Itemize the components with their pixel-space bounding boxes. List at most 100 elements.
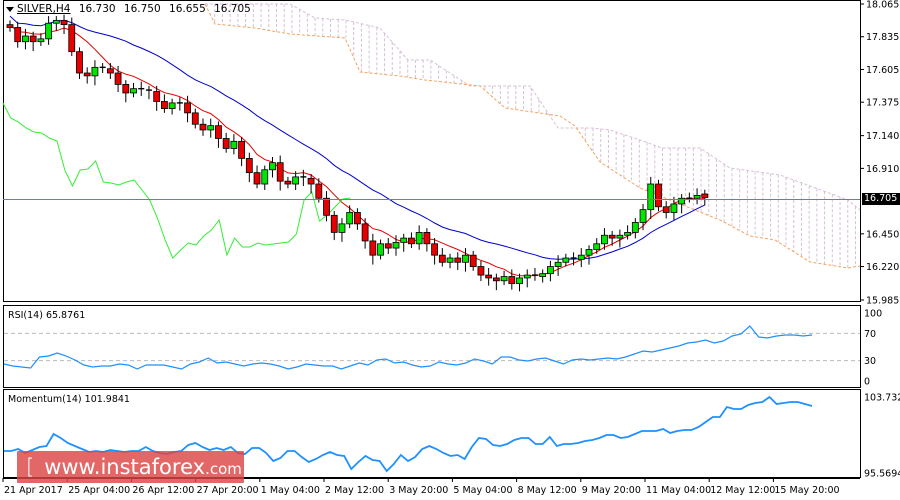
candle [678,193,686,214]
candle [438,248,446,267]
chikou-line [2,102,351,259]
symbol-label[interactable]: SILVER,H4 [17,3,71,15]
candle [400,233,408,252]
momentum-tick-label: 95.5694 [864,469,900,480]
price-tick-label: 16.220 [866,262,899,273]
time-tick-label: 15 May 20:00 [774,485,839,496]
candle [91,60,99,86]
main-panel-frame [3,0,861,302]
candle [585,245,593,265]
time-tick-label: 25 Apr 04:00 [68,485,130,496]
symbol-dropdown-icon[interactable] [6,7,14,12]
candle [145,85,152,100]
candle [330,211,338,241]
current-price-tag: 16.705 [862,193,900,205]
candle [392,235,400,256]
price-tick-label: 16.450 [866,229,899,240]
candle [261,165,269,190]
rsi-panel-frame [3,305,861,388]
rsi-tick-label: 70 [864,329,876,340]
candle [346,205,354,229]
candle [52,16,60,31]
ichimoku-cloud [204,3,861,269]
candle [601,228,608,250]
rsi-tick-label: 100 [864,309,882,320]
candle [554,255,562,276]
momentum-tick-label: 103.7321 [864,393,900,404]
candle [106,63,114,79]
candle [60,14,68,35]
candle [408,232,415,249]
momentum-panel-frame [3,389,861,478]
candle [492,273,500,291]
high-value: 16.750 [123,3,161,15]
senkou-span-b [205,3,861,211]
candle [253,165,261,189]
time-tick-label: 3 May 20:00 [389,485,448,496]
candle [99,63,106,74]
price-tick-label: 17.140 [866,131,899,142]
candle [531,267,538,281]
senkou-span-a [204,3,861,269]
candle [83,67,91,84]
candle [539,269,547,283]
candle [353,208,361,230]
candle [593,238,601,254]
chart-title: SILVER,H4 16.730 16.750 16.655 16.705 [17,3,256,15]
time-tick-label: 1 May 04:00 [261,485,320,496]
instaforex-watermark[interactable]: [www.instaforex.com] [17,451,253,483]
candle [315,178,323,203]
candle [462,248,469,272]
candle [230,134,238,155]
candle [384,238,392,255]
candle [168,98,176,115]
price-candles [6,14,709,292]
rsi-label: RSI(14) 65.8761 [8,310,86,321]
candle [562,253,570,267]
candle [114,65,122,93]
candle [639,203,647,231]
candle [670,196,678,221]
time-tick-label: 21 Apr 2017 [4,485,63,496]
candle [269,156,276,178]
candle [238,137,246,167]
candle [377,239,384,260]
candle [130,82,137,98]
candle [655,179,662,212]
candle [184,95,191,123]
candle [300,169,307,187]
price-tick-label: 17.605 [866,65,899,76]
candle [577,248,585,268]
watermark-bracket-open: [ [26,455,35,479]
price-tick-label: 17.835 [866,32,899,43]
candle [616,229,624,248]
candle [608,230,616,246]
candle [446,253,454,269]
candle [292,171,300,190]
candle [22,28,29,50]
time-tick-label: 27 Apr 20:00 [197,485,259,496]
candle [138,81,145,97]
candle [516,273,523,292]
candle [624,225,631,240]
candle [469,250,477,271]
candle [6,20,14,32]
candle [191,108,199,129]
candle [222,132,230,153]
watermark-domain: www.instaforex [44,455,206,479]
candle [323,191,330,222]
time-tick-label: 5 May 04:00 [453,485,512,496]
rsi-tick-label: 0 [864,377,870,388]
candle [508,269,516,290]
price-tick-label: 16.910 [866,164,899,175]
rsi-tick-label: 30 [864,356,876,367]
candle [369,233,377,265]
candle [207,118,215,138]
candle [215,121,222,148]
candle [307,174,315,194]
candle [284,176,292,189]
candle [662,201,670,219]
time-tick-label: 11 May 04:00 [646,485,711,496]
candle [647,176,655,220]
candle [431,238,439,265]
